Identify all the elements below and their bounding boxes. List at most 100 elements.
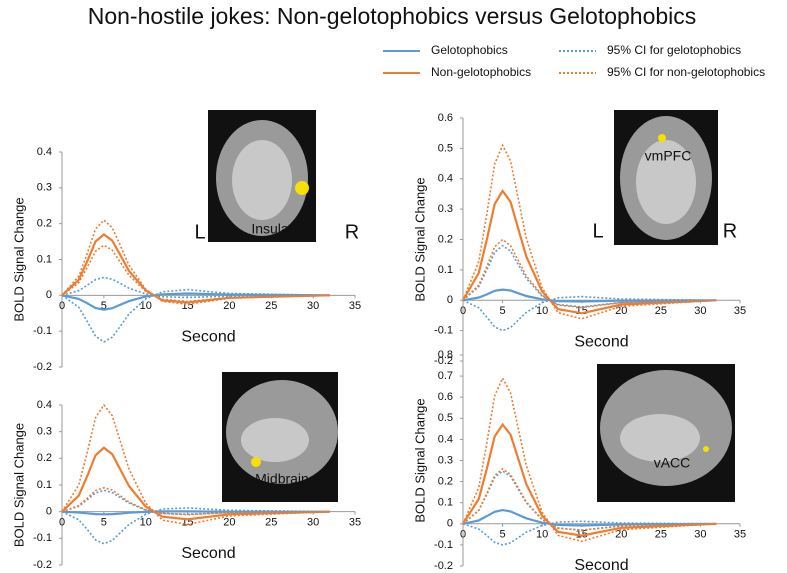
y-axis-title: BOLD Signal Change — [412, 398, 427, 522]
y-tick-label: 0.5 — [438, 142, 453, 154]
y-tick-label: 0.3 — [37, 426, 52, 438]
series-line — [462, 376, 717, 543]
series-line — [61, 486, 330, 516]
series-line — [462, 467, 717, 532]
series-line — [61, 218, 330, 306]
x-tick-label: 30 — [694, 305, 706, 317]
region-label: Midbrain — [255, 471, 309, 487]
y-tick-label: 0.5 — [438, 412, 453, 424]
x-tick-label: 10 — [140, 517, 152, 529]
x-tick-label: 10 — [536, 529, 548, 541]
brain-image — [241, 418, 309, 462]
y-tick-label: -0.1 — [434, 539, 453, 551]
series-line — [61, 244, 330, 303]
x-tick-label: 0 — [460, 305, 466, 317]
y-axis-title: BOLD Signal Change — [11, 423, 26, 547]
x-axis-title: Second — [574, 333, 628, 350]
y-tick-label: 0.6 — [438, 391, 453, 403]
legend-label: Gelotophobics — [431, 43, 508, 57]
activation-blob — [295, 181, 309, 195]
x-tick-label: 25 — [655, 305, 667, 317]
y-tick-label: 0 — [46, 289, 52, 301]
y-tick-label: 0.4 — [438, 433, 453, 445]
y-tick-label: -0.1 — [434, 325, 453, 337]
brain-image — [232, 140, 292, 220]
x-tick-label: 0 — [59, 517, 65, 529]
y-tick-label: -0.2 — [33, 361, 52, 373]
x-tick-label: 5 — [500, 305, 506, 317]
x-tick-label: 5 — [500, 529, 506, 541]
x-tick-label: 10 — [140, 300, 152, 312]
figure-title: Non-hostile jokes: Non-gelotophobics ver… — [88, 3, 697, 29]
series-line — [462, 288, 717, 303]
series-line — [61, 276, 330, 299]
series-line — [462, 422, 717, 537]
x-tick-label: 30 — [307, 517, 319, 529]
series-line — [462, 188, 717, 315]
legend-label: 95% CI for non-gelotophobics — [607, 65, 765, 79]
x-tick-label: 20 — [223, 517, 235, 529]
brain-image — [620, 414, 700, 462]
x-tick-label: 5 — [101, 517, 107, 529]
x-tick-label: 0 — [460, 529, 466, 541]
series-line — [462, 238, 717, 309]
y-tick-label: 0.8 — [438, 349, 453, 361]
x-tick-label: 20 — [223, 300, 235, 312]
y-tick-label: 0.2 — [438, 476, 453, 488]
y-tick-label: 0.2 — [438, 233, 453, 245]
y-tick-label: 0.2 — [37, 452, 52, 464]
y-tick-label: 0.4 — [438, 173, 453, 185]
y-tick-label: 0.1 — [438, 264, 453, 276]
x-tick-label: 5 — [101, 300, 107, 312]
y-axis-title: BOLD Signal Change — [11, 197, 26, 321]
y-tick-label: 0.6 — [438, 112, 453, 124]
y-tick-label: -0.2 — [33, 559, 52, 571]
brain-image — [636, 140, 696, 224]
series-line — [462, 143, 717, 320]
x-tick-label: 10 — [536, 305, 548, 317]
chart-panel: -0.2-0.100.10.20.30.40 5 10 15 20 25 30 35Secon… — [11, 399, 361, 571]
side-label: R — [723, 220, 737, 242]
region-label: vmPFC — [645, 148, 692, 164]
y-tick-label: 0.4 — [37, 399, 52, 411]
x-tick-label: 35 — [734, 305, 746, 317]
x-tick-label: 0 — [59, 300, 65, 312]
x-tick-label: 30 — [307, 300, 319, 312]
series-line — [61, 489, 330, 516]
y-tick-label: 0 — [447, 518, 453, 530]
y-tick-label: 0.3 — [438, 203, 453, 215]
chart-panel: -0.2-0.100.10.20.30.40 5 10 15 20 25 30 35Secon… — [11, 146, 361, 373]
side-label: L — [194, 221, 205, 243]
x-tick-label: 35 — [349, 517, 361, 529]
y-tick-label: 0 — [46, 506, 52, 518]
side-label: L — [592, 220, 603, 242]
chart-panel: -0.2 -0.1 0 0.1 0.2 0.3 0.4 0.5 0.6 0 5 10 15 20 25 30 3… — [412, 112, 746, 367]
x-tick-label: 25 — [265, 300, 277, 312]
x-tick-label: 20 — [615, 529, 627, 541]
x-tick-label: 35 — [734, 529, 746, 541]
y-tick-label: -0.1 — [33, 325, 52, 337]
region-label: Insula — [251, 221, 289, 237]
x-axis-title: Second — [181, 329, 235, 346]
series-line — [61, 510, 330, 516]
series-line — [61, 292, 330, 311]
x-tick-label: 35 — [349, 300, 361, 312]
y-tick-label: 0.3 — [37, 182, 52, 194]
y-tick-label: 0.1 — [37, 253, 52, 265]
y-axis-title: BOLD Signal Change — [412, 177, 427, 301]
series-line — [61, 446, 330, 521]
brain-images — [208, 110, 735, 502]
y-tick-label: 0 — [447, 294, 453, 306]
y-tick-label: 0.1 — [37, 479, 52, 491]
x-tick-label: 20 — [615, 305, 627, 317]
series-line — [61, 507, 330, 545]
side-label: R — [345, 221, 359, 243]
series-line — [61, 232, 330, 304]
x-axis-title: Second — [181, 545, 235, 562]
y-tick-label: 0.2 — [37, 218, 52, 230]
chart-panel: -0.2-0.100.10.20.30.40.50.60.70.80 5 10 15 2… — [412, 349, 746, 573]
y-tick-label: -0.2 — [434, 355, 453, 367]
x-tick-label: 25 — [265, 517, 277, 529]
x-tick-label: 15 — [576, 305, 588, 317]
activation-blob — [703, 446, 709, 452]
